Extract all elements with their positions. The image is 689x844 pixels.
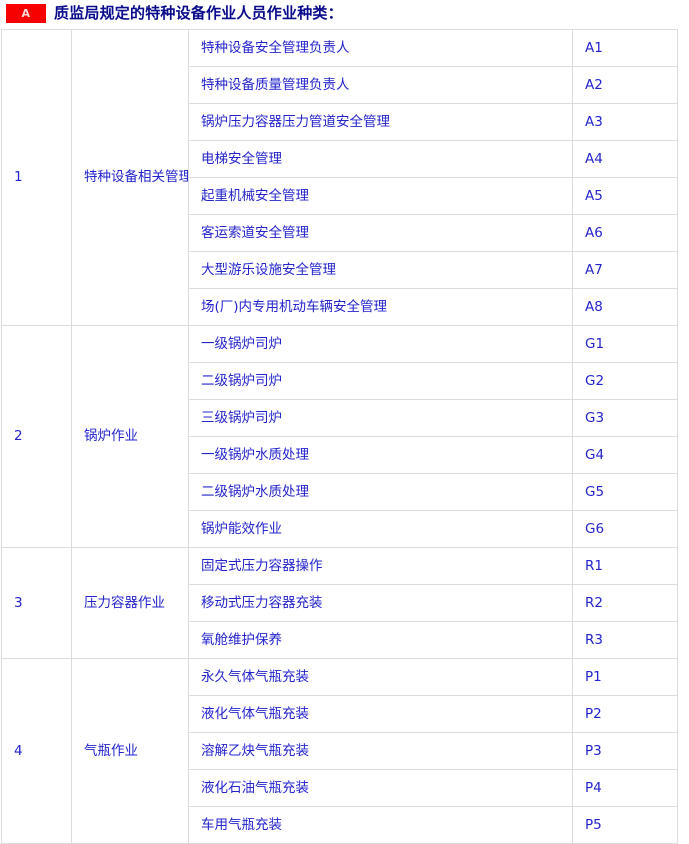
occupation-name-cell: 氧舱维护保养 [188,621,573,659]
section-badge-a: A [6,4,46,23]
occupation-code-cell: P2 [572,695,678,733]
occupation-code-cell: P1 [572,658,678,696]
occupation-name-cell: 起重机械安全管理 [188,177,573,215]
group-category-cell: 特种设备相关管理 [71,29,189,326]
group-index-cell: 2 [1,325,72,548]
occupation-name-cell: 一级锅炉司炉 [188,325,573,363]
occupation-name-cell: 二级锅炉司炉 [188,362,573,400]
table-row: 4 气瓶作业 永久气体气瓶充装 P1 [1,658,678,844]
occupation-code-cell: P3 [572,732,678,770]
occupation-code-cell: G2 [572,362,678,400]
occupation-name-cell: 永久气体气瓶充装 [188,658,573,696]
occupation-name-cell: 固定式压力容器操作 [188,547,573,585]
group-index-cell: 4 [1,658,72,844]
group-index-cell: 1 [1,29,72,326]
table-row: 1 特种设备相关管理 特种设备安全管理负责人 A1 [1,29,678,326]
occupation-name-cell: 锅炉压力容器压力管道安全管理 [188,103,573,141]
occupation-name-cell: 液化气体气瓶充装 [188,695,573,733]
occupation-code-cell: P4 [572,769,678,807]
occupation-code-cell: A7 [572,251,678,289]
occupation-code-cell: G6 [572,510,678,548]
occupation-code-cell: G5 [572,473,678,511]
occupation-code-cell: A3 [572,103,678,141]
occupation-name-cell: 车用气瓶充装 [188,806,573,844]
occupation-categories-table-wrapper: 1 特种设备相关管理 特种设备安全管理负责人 A1 特种设备质量管理负责人 A2 锅炉压力容… [1,29,678,844]
occupation-name-cell: 液化石油气瓶充装 [188,769,573,807]
group-index-cell: 3 [1,547,72,659]
occupation-name-cell: 移动式压力容器充装 [188,584,573,622]
table-row: 场(厂)内专用机动车辆安全管理 A8 [2,288,678,326]
table-row: 二级锅炉水质处理 G5 [2,473,678,511]
occupation-name-cell: 二级锅炉水质处理 [188,473,573,511]
table-row: 三级锅炉司炉 G3 [2,399,678,437]
occupation-code-cell: G4 [572,436,678,474]
occupation-name-cell: 场(厂)内专用机动车辆安全管理 [188,288,573,326]
table-row: 客运索道安全管理 A6 [2,214,678,252]
occupation-code-cell: A2 [572,66,678,104]
table-row: 起重机械安全管理 A5 [2,177,678,215]
occupation-code-cell: A4 [572,140,678,178]
table-row: 锅炉能效作业 G6 [2,510,678,548]
table-row: 移动式压力容器充装 R2 [2,584,678,622]
table-row: 液化石油气瓶充装 P4 [2,769,678,807]
page-heading: A 质监局规定的特种设备作业人员作业种类： [0,0,689,27]
table-row: 特种设备质量管理负责人 A2 [2,66,678,104]
occupation-name-cell: 三级锅炉司炉 [188,399,573,437]
occupation-name-cell: 电梯安全管理 [188,140,573,178]
occupation-code-cell: A5 [572,177,678,215]
occupation-code-cell: R3 [572,621,678,659]
occupation-name-cell: 特种设备安全管理负责人 [188,29,573,67]
group-category-cell: 压力容器作业 [71,547,189,659]
occupation-code-cell: A1 [572,29,678,67]
table-body: 1 特种设备相关管理 特种设备安全管理负责人 A1 特种设备质量管理负责人 A2 锅炉压力容… [1,29,678,844]
group-category-cell: 锅炉作业 [71,325,189,548]
table-row: 3 压力容器作业 固定式压力容器操作 R1 [1,547,678,659]
occupation-code-cell: R2 [572,584,678,622]
occupation-name-cell: 特种设备质量管理负责人 [188,66,573,104]
table-row: 电梯安全管理 A4 [2,140,678,178]
page-title: 质监局规定的特种设备作业人员作业种类： [54,4,343,22]
occupation-categories-table: 1 特种设备相关管理 特种设备安全管理负责人 A1 特种设备质量管理负责人 A2 锅炉压力容… [1,29,678,844]
table-row: 锅炉压力容器压力管道安全管理 A3 [2,103,678,141]
occupation-code-cell: A6 [572,214,678,252]
occupation-code-cell: R1 [572,547,678,585]
occupation-name-cell: 客运索道安全管理 [188,214,573,252]
occupation-code-cell: P5 [572,806,678,844]
occupation-code-cell: A8 [572,288,678,326]
occupation-name-cell: 锅炉能效作业 [188,510,573,548]
occupation-name-cell: 一级锅炉水质处理 [188,436,573,474]
table-row: 大型游乐设施安全管理 A7 [2,251,678,289]
group-category-cell: 气瓶作业 [71,658,189,844]
occupation-code-cell: G1 [572,325,678,363]
table-row: 2 锅炉作业 一级锅炉司炉 G1 [1,325,678,548]
table-row: 液化气体气瓶充装 P2 [2,695,678,733]
table-row: 溶解乙炔气瓶充装 P3 [2,732,678,770]
table-row: 氧舱维护保养 R3 [2,621,678,659]
occupation-name-cell: 大型游乐设施安全管理 [188,251,573,289]
occupation-name-cell: 溶解乙炔气瓶充装 [188,732,573,770]
table-row: 二级锅炉司炉 G2 [2,362,678,400]
occupation-code-cell: G3 [572,399,678,437]
